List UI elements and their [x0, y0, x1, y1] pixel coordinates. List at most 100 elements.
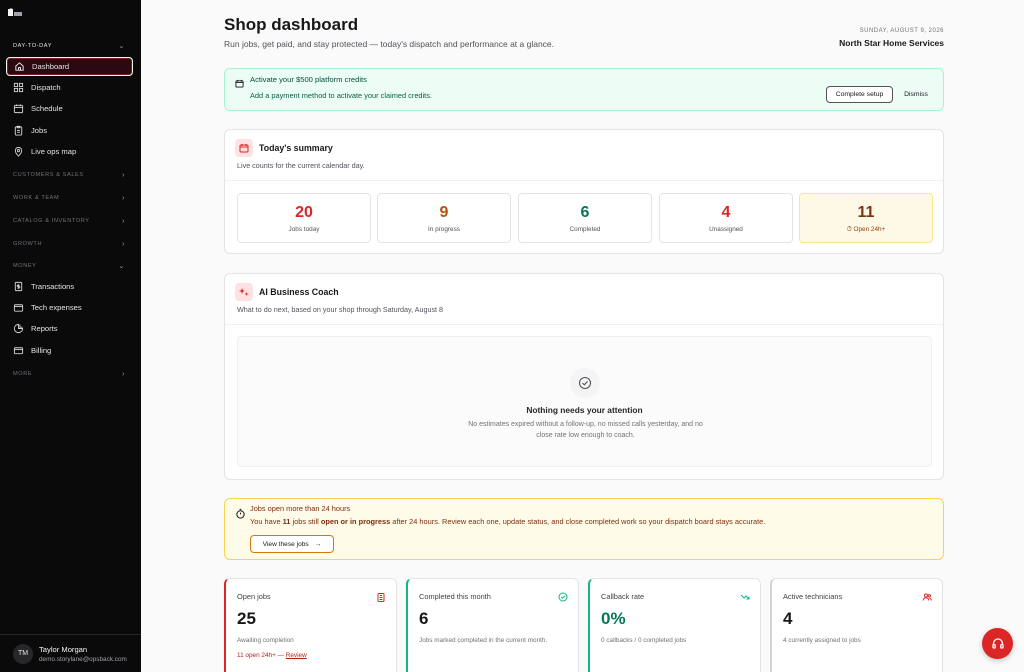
- sidebar-item-label: Live ops map: [31, 147, 77, 156]
- chevron-right-icon: ›: [122, 217, 125, 225]
- sidebar-item-label: Dashboard: [32, 62, 70, 71]
- section-more[interactable]: MORE ›: [13, 368, 125, 380]
- kpi-completed-this-month[interactable]: Completed this month 6 Jobs marked compl…: [406, 578, 579, 672]
- clipboard-icon: [377, 593, 385, 602]
- map-pin-icon: [14, 146, 23, 157]
- kpi-subtext: 4 currently assigned to jobs: [783, 637, 861, 644]
- company-name: North Star Home Services: [839, 38, 944, 48]
- stat-value: 20: [295, 204, 313, 221]
- credit-card-icon: [13, 347, 24, 355]
- stat-open-24h[interactable]: 11 ⏱ Open 24h+: [799, 193, 933, 243]
- stopwatch-icon: ⏱: [846, 226, 852, 233]
- stat-label: Completed: [569, 226, 601, 233]
- stat-unassigned[interactable]: 4 Unassigned: [659, 193, 793, 243]
- credits-banner: Activate your $500 platform credits Add …: [224, 68, 944, 111]
- chevron-right-icon: ›: [122, 194, 125, 202]
- card-title: Today's summary: [259, 143, 333, 153]
- chevron-right-icon: ›: [122, 370, 125, 378]
- section-customers-sales[interactable]: CUSTOMERS & SALES ›: [13, 169, 125, 181]
- kpi-label: Completed this month: [419, 592, 491, 601]
- support-button[interactable]: [982, 628, 1013, 659]
- users-icon: [922, 593, 932, 601]
- check-circle-icon: [558, 592, 568, 602]
- sidebar-item-live-ops-map[interactable]: Live ops map: [6, 142, 133, 161]
- stat-in-progress[interactable]: 9 In progress: [377, 193, 511, 243]
- view-jobs-button[interactable]: View these jobs →: [250, 535, 334, 553]
- alert-text-part: after 24 hours. Review each one, update …: [390, 517, 766, 526]
- kpi-callback-rate[interactable]: Callback rate 0% 0 callbacks / 0 complet…: [588, 578, 761, 672]
- section-label: DAY-TO-DAY: [13, 43, 53, 49]
- kpi-open-jobs[interactable]: Open jobs 25 Awaiting completion 11 open…: [224, 578, 397, 672]
- wallet-icon: [13, 304, 24, 312]
- sidebar-item-dashboard[interactable]: Dashboard: [6, 57, 133, 76]
- user-profile[interactable]: TM Taylor Morgan demo.storylane@opsback.…: [0, 634, 141, 672]
- alert-count: 11: [282, 517, 291, 526]
- complete-setup-button[interactable]: Complete setup: [826, 86, 893, 103]
- section-growth[interactable]: GROWTH ›: [13, 238, 125, 250]
- stat-value: 9: [439, 204, 449, 221]
- chevron-down-icon: ⌄: [118, 263, 125, 270]
- alert-text-part: You have: [250, 517, 283, 526]
- section-catalog-inventory[interactable]: CATALOG & INVENTORY ›: [13, 215, 125, 227]
- sidebar-item-label: Jobs: [31, 126, 48, 135]
- dismiss-button[interactable]: Dismiss: [904, 91, 928, 98]
- section-label: GROWTH: [13, 241, 43, 247]
- stat-completed[interactable]: 6 Completed: [518, 193, 652, 243]
- sidebar-item-label: Schedule: [31, 104, 63, 113]
- sidebar-item-schedule[interactable]: Schedule: [6, 99, 133, 118]
- card-subtitle: Live counts for the current calendar day…: [237, 161, 365, 170]
- stat-value: 6: [580, 204, 590, 221]
- section-money[interactable]: MONEY ⌄: [13, 260, 125, 272]
- kpi-active-technicians[interactable]: Active technicians 4 4 currently assigne…: [770, 578, 943, 672]
- stale-jobs-alert: Jobs open more than 24 hours You have 11…: [224, 498, 944, 560]
- alert-title: Jobs open more than 24 hours: [250, 504, 351, 513]
- sidebar-item-label: Tech expenses: [31, 303, 82, 312]
- sidebar-item-reports[interactable]: Reports: [6, 319, 133, 338]
- grid-icon: [13, 82, 24, 93]
- stat-jobs-today[interactable]: 20 Jobs today: [237, 193, 371, 243]
- kpi-subtext: Awaiting completion: [237, 637, 294, 644]
- chevron-right-icon: ›: [122, 240, 125, 248]
- section-day-to-day[interactable]: DAY-TO-DAY ⌄: [13, 40, 125, 52]
- sidebar-item-tech-expenses[interactable]: Tech expenses: [6, 298, 133, 317]
- calendar-check-icon: [235, 79, 244, 88]
- sparkles-icon: [235, 283, 253, 301]
- kpi-subtext: 0 callbacks / 0 completed jobs: [601, 637, 687, 644]
- pie-chart-icon: [13, 323, 24, 334]
- user-email: demo.storylane@opsback.com: [39, 655, 127, 663]
- page-subtitle: Run jobs, get paid, and stay protected —…: [224, 39, 555, 49]
- kpi-footer: 11 open 24h+ — Review: [237, 652, 307, 659]
- logo-icon: [8, 8, 22, 16]
- chevron-right-icon: ›: [122, 171, 125, 179]
- sidebar-item-transactions[interactable]: Transactions: [6, 277, 133, 296]
- sidebar-item-label: Transactions: [31, 282, 75, 291]
- sidebar-item-billing[interactable]: Billing: [6, 341, 133, 360]
- sidebar-item-dispatch[interactable]: Dispatch: [6, 78, 133, 97]
- stat-value: 11: [857, 204, 875, 221]
- todays-summary-card: Today's summary Live counts for the curr…: [224, 129, 944, 254]
- calendar-icon: [235, 139, 253, 157]
- credits-text: Add a payment method to activate your cl…: [250, 91, 432, 100]
- ai-coach-card: AI Business Coach What to do next, based…: [224, 273, 944, 480]
- stat-label: Jobs today: [288, 226, 320, 233]
- stat-label: In progress: [428, 226, 460, 233]
- empty-text: No estimates expired without a follow-up…: [468, 421, 703, 439]
- empty-title: Nothing needs your attention: [526, 405, 643, 415]
- card-title: AI Business Coach: [259, 287, 339, 297]
- check-circle-icon: [570, 368, 600, 398]
- clipboard-icon: [14, 125, 23, 136]
- arrow-right-icon: →: [314, 540, 322, 548]
- stat-label: Unassigned: [709, 226, 743, 233]
- sidebar-item-jobs[interactable]: Jobs: [6, 121, 133, 140]
- empty-state: Nothing needs your attention No estimate…: [237, 336, 932, 467]
- section-label: CATALOG & INVENTORY: [13, 218, 90, 224]
- button-label: View these jobs: [262, 540, 309, 548]
- kpi-label: Active technicians: [783, 592, 843, 601]
- receipt-icon: [14, 281, 23, 292]
- review-link[interactable]: Review: [285, 652, 307, 659]
- kpi-value: 0%: [601, 609, 626, 628]
- stat-label: Open 24h+: [853, 226, 886, 233]
- user-name: Taylor Morgan: [39, 644, 88, 654]
- section-work-team[interactable]: WORK & TEAM ›: [13, 192, 125, 204]
- avatar: TM: [13, 643, 33, 664]
